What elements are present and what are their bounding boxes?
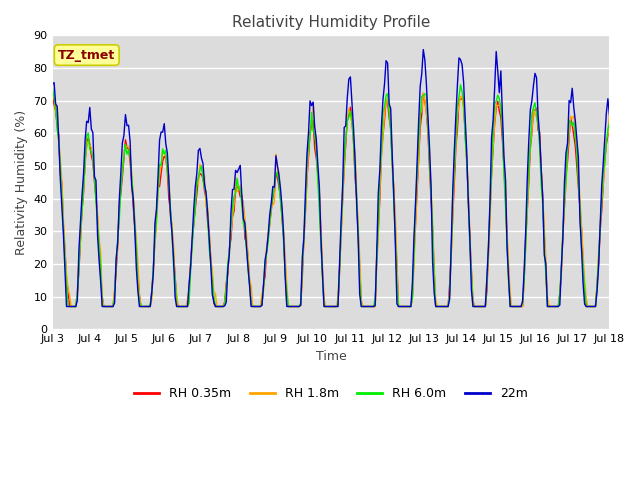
X-axis label: Time: Time [316,350,346,363]
Legend: RH 0.35m, RH 1.8m, RH 6.0m, 22m: RH 0.35m, RH 1.8m, RH 6.0m, 22m [129,383,533,406]
Y-axis label: Relativity Humidity (%): Relativity Humidity (%) [15,110,28,255]
Title: Relativity Humidity Profile: Relativity Humidity Profile [232,15,430,30]
Text: TZ_tmet: TZ_tmet [58,48,115,61]
